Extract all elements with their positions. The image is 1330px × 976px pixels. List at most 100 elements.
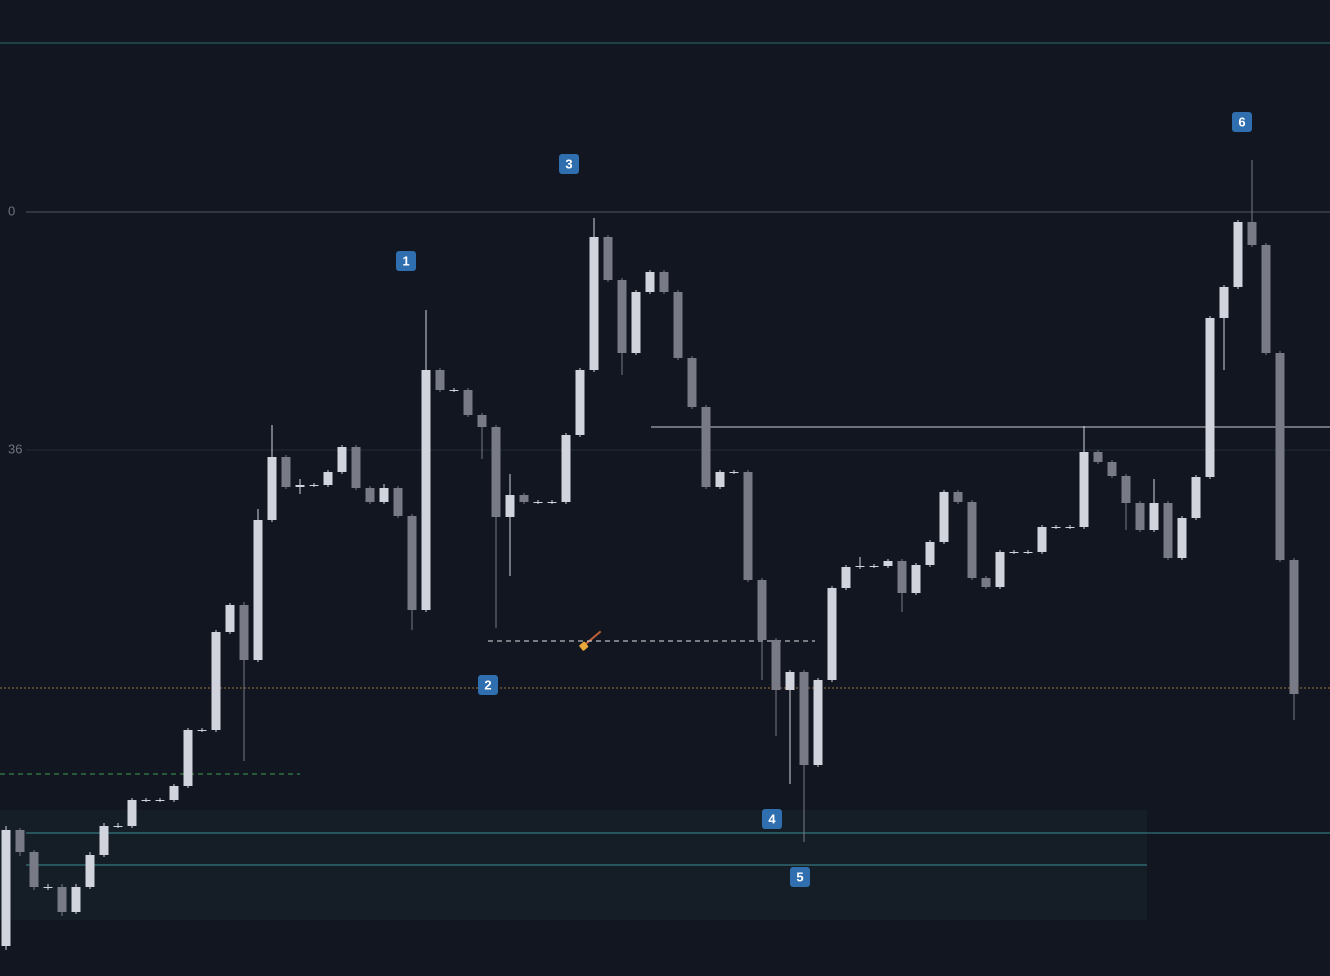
candle-body [379, 488, 389, 502]
candle-body [15, 830, 25, 852]
candle-body [631, 292, 641, 353]
marker-box [762, 809, 782, 829]
candle-body [211, 632, 221, 730]
candle-body [673, 292, 683, 358]
candle-body [603, 237, 613, 280]
marker-box [478, 675, 498, 695]
candle-body [323, 472, 333, 485]
candle-body [449, 390, 459, 391]
candle-body [1163, 503, 1173, 558]
candle-body [561, 435, 571, 502]
candle-body [953, 492, 963, 502]
candle-body [225, 605, 235, 632]
candle-body [1205, 318, 1215, 477]
candle-body [295, 485, 305, 487]
candle-body [183, 730, 193, 786]
candle-body [645, 272, 655, 292]
candle-body [1037, 527, 1047, 552]
candle-body [1, 830, 11, 946]
marker-label: 2 [484, 677, 491, 692]
candle-body [421, 370, 431, 610]
candle-body [435, 370, 445, 390]
candle-body [1247, 222, 1257, 245]
candle-body [1135, 503, 1145, 530]
candle-body [715, 472, 725, 487]
candle-body [141, 800, 151, 801]
candle-body [869, 566, 879, 567]
candle-body [1261, 245, 1271, 353]
marker-box [396, 251, 416, 271]
candle-body [1149, 503, 1159, 530]
candle-body [1121, 476, 1131, 503]
candle-body [1107, 462, 1117, 476]
candle-body [911, 565, 921, 593]
candle-body [197, 730, 207, 731]
candle-body [547, 502, 557, 503]
candle-body [827, 588, 837, 680]
candle-body [1275, 353, 1285, 560]
candle-body [85, 855, 95, 887]
candle-body [337, 447, 347, 472]
candle-body [1093, 452, 1103, 462]
candle-body [1065, 527, 1075, 528]
candle-body [855, 566, 865, 567]
candle-body [757, 580, 767, 640]
candle-body [617, 280, 627, 353]
candle-body [743, 472, 753, 580]
candle-body [57, 887, 67, 912]
candle-body [701, 407, 711, 487]
marker-box [790, 867, 810, 887]
candle-body [687, 358, 697, 407]
candle-body [43, 887, 53, 888]
candle-body [309, 485, 319, 486]
candle-body [253, 520, 263, 660]
marker-label: 3 [565, 156, 572, 171]
candle-body [99, 826, 109, 855]
candle-body [29, 852, 39, 887]
candle-body [113, 826, 123, 827]
candle-body [1233, 222, 1243, 287]
candle-body [925, 542, 935, 565]
brush-icon [579, 630, 602, 651]
candle-body [1191, 477, 1201, 518]
candle-body [491, 427, 501, 517]
candle-body [393, 488, 403, 516]
candle-body [883, 561, 893, 566]
marker-label: 4 [768, 811, 776, 826]
candle-body [463, 390, 473, 415]
candle-body [477, 415, 487, 427]
candle-body [785, 672, 795, 690]
candle-body [589, 237, 599, 370]
candle-body [939, 492, 949, 542]
candle-body [365, 488, 375, 502]
candle-body [71, 887, 81, 912]
candle-body [155, 800, 165, 801]
candle-body [659, 272, 669, 292]
candle-body [169, 786, 179, 800]
candle-body [967, 502, 977, 578]
candle-body [505, 495, 515, 517]
candle-body [267, 457, 277, 520]
level-label: 0 [8, 203, 15, 218]
candle-body [841, 567, 851, 588]
marker-label: 1 [402, 253, 409, 268]
level-label: 36 [8, 441, 22, 456]
candle-body [1177, 518, 1187, 558]
candle-body [1079, 452, 1089, 527]
candle-body [351, 447, 361, 488]
candle-body [981, 578, 991, 587]
candle-body [533, 502, 543, 503]
candle-body [407, 516, 417, 610]
candle-body [1009, 552, 1019, 553]
candle-body [519, 495, 529, 502]
marker-box [559, 154, 579, 174]
candle-body [575, 370, 585, 435]
candle-body [239, 605, 249, 660]
candle-body [281, 457, 291, 487]
candle-body [1289, 560, 1299, 694]
marker-label: 6 [1238, 114, 1245, 129]
candle-body [897, 561, 907, 593]
candle-body [771, 640, 781, 690]
